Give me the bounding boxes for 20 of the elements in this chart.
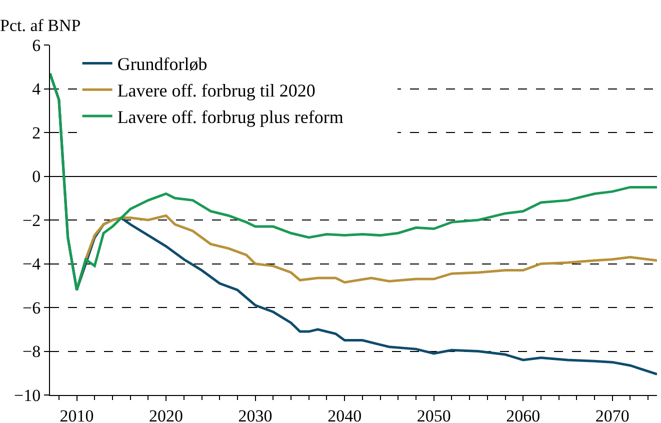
x-tick-label: 2020 (149, 406, 184, 423)
x-tick-label: 2070 (595, 406, 630, 423)
x-tick-label: 2010 (60, 406, 94, 423)
y-axis-title: Pct. af BNP (0, 16, 81, 35)
y-tick-label: −6 (22, 298, 41, 318)
legend-label: Lavere off. forbrug plus reform (117, 107, 344, 128)
y-tick-label: −8 (22, 342, 41, 362)
y-tick-label: 6 (32, 36, 41, 55)
y-tick-label: −2 (22, 210, 41, 230)
legend-label: Grundforløb (117, 54, 208, 74)
y-tick-label: 0 (32, 167, 41, 186)
legend-label: Lavere off. forbrug til 2020 (117, 80, 316, 101)
y-tick-label: 4 (32, 80, 42, 99)
y-tick-label: −10 (14, 386, 41, 405)
x-tick-label: 2050 (416, 406, 451, 423)
x-tick-label: 2060 (506, 406, 540, 423)
x-tick-label: 2030 (238, 406, 272, 423)
y-tick-label: 2 (32, 123, 41, 142)
y-tick-label: −4 (22, 254, 42, 274)
x-tick-label: 2040 (328, 406, 362, 423)
